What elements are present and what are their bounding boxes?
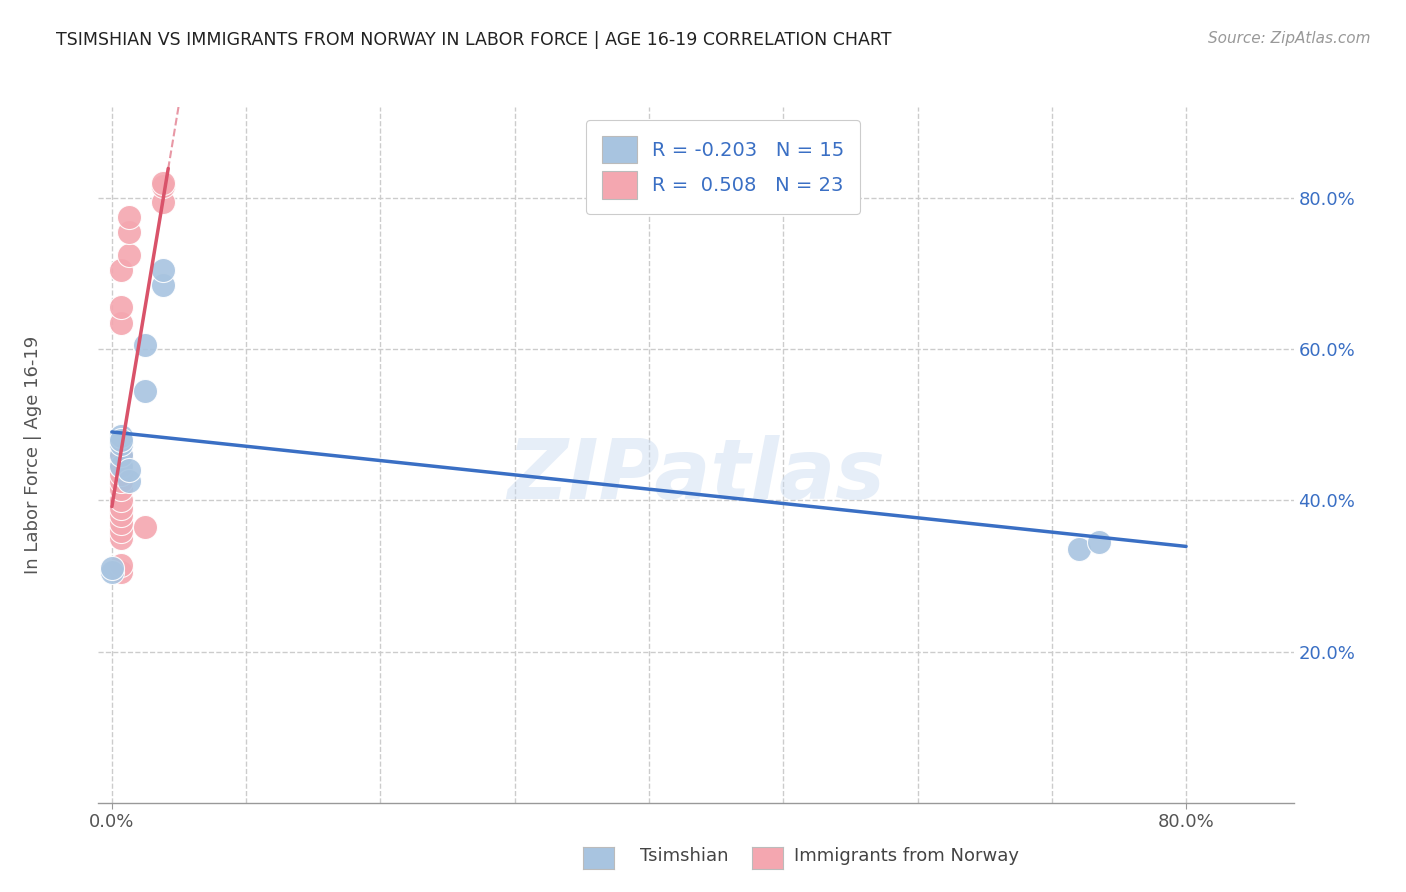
Point [110,516,132,530]
Point [118,210,141,224]
Point [110,429,132,443]
Point [152,194,174,209]
Point [118,225,141,239]
Point [110,459,132,474]
Point [110,467,132,481]
Point [134,338,156,352]
Point [101,561,124,575]
Point [1067,542,1090,557]
Point [134,520,156,534]
Text: TSIMSHIAN VS IMMIGRANTS FROM NORWAY IN LABOR FORCE | AGE 16-19 CORRELATION CHART: TSIMSHIAN VS IMMIGRANTS FROM NORWAY IN L… [56,31,891,49]
Point [101,565,124,579]
Point [110,262,132,277]
Point [110,448,132,462]
Point [110,524,132,538]
Point [118,475,141,489]
Point [110,531,132,545]
Point [110,558,132,572]
Point [110,482,132,496]
Text: Immigrants from Norway: Immigrants from Norway [794,847,1019,865]
Point [110,500,132,515]
Point [118,247,141,261]
Point [110,448,132,462]
Point [152,176,174,190]
Point [110,459,132,474]
Point [152,262,174,277]
Point [110,493,132,508]
Point [1088,535,1111,549]
Point [110,436,132,450]
Point [110,475,132,489]
Point [110,301,132,315]
Point [134,384,156,398]
Legend: R = -0.203   N = 15, R =  0.508   N = 23: R = -0.203 N = 15, R = 0.508 N = 23 [586,120,860,214]
Point [110,508,132,523]
Text: ZIPatlas: ZIPatlas [508,435,884,516]
Point [152,277,174,292]
Point [110,565,132,579]
Text: Tsimshian: Tsimshian [640,847,728,865]
Text: Source: ZipAtlas.com: Source: ZipAtlas.com [1208,31,1371,46]
Point [118,463,141,477]
Text: In Labor Force | Age 16-19: In Labor Force | Age 16-19 [24,335,42,574]
Point [110,433,132,447]
Point [152,179,174,194]
Point [110,316,132,330]
